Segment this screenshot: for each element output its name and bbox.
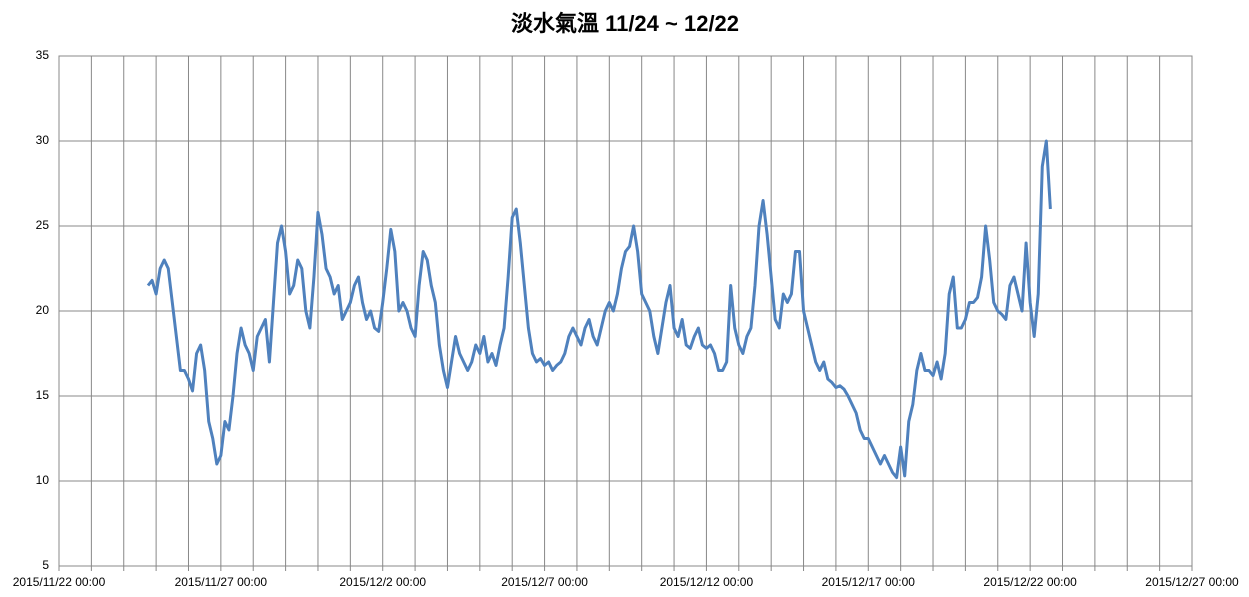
x-tick-label: 2015/12/27 00:00 xyxy=(1145,575,1239,589)
x-tick-label: 2015/12/22 00:00 xyxy=(983,575,1077,589)
y-tick-label: 5 xyxy=(42,558,49,572)
x-tick-label: 2015/11/22 00:00 xyxy=(13,575,106,589)
y-tick-label: 25 xyxy=(36,218,50,232)
y-tick-label: 10 xyxy=(36,473,50,487)
chart-title: 淡水氣溫 11/24 ~ 12/22 xyxy=(511,11,739,36)
data-line xyxy=(146,139,1052,480)
x-tick-label: 2015/11/27 00:00 xyxy=(175,575,268,589)
x-tick-label: 2015/12/17 00:00 xyxy=(822,575,916,589)
x-tick-label: 2015/12/7 00:00 xyxy=(501,575,588,589)
y-tick-label: 20 xyxy=(36,303,50,317)
y-tick-label: 35 xyxy=(36,48,50,62)
x-tick-label: 2015/12/12 00:00 xyxy=(660,575,754,589)
y-tick-label: 30 xyxy=(36,133,50,147)
x-tick-label: 2015/12/2 00:00 xyxy=(339,575,426,589)
y-tick-label: 15 xyxy=(36,388,50,402)
